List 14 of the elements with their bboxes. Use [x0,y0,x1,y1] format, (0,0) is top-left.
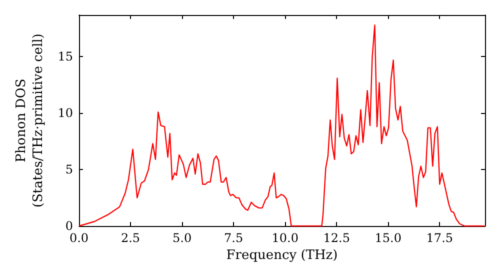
x-tick-label: 0.0 [69,231,89,245]
x-tick-label: 5.0 [172,231,192,245]
x-tick-label: 7.5 [224,231,244,245]
x-tick-label: 15.0 [374,231,402,245]
y-tick-label: 15 [58,50,73,64]
y-tick-label: 5 [65,162,73,177]
x-tick-label: 12.5 [323,231,350,245]
y-axis-title: Phonon DOS (States/THz·primitive cell) [14,33,46,208]
x-tick-label: 2.5 [120,231,140,245]
x-tick-label: 10.0 [272,231,298,245]
x-tick-label: 17.5 [426,231,454,245]
x-axis-title: Frequency (THz) [226,248,338,263]
y-tick-label: 10 [58,106,73,120]
y-tick-label: 0 [65,219,73,233]
